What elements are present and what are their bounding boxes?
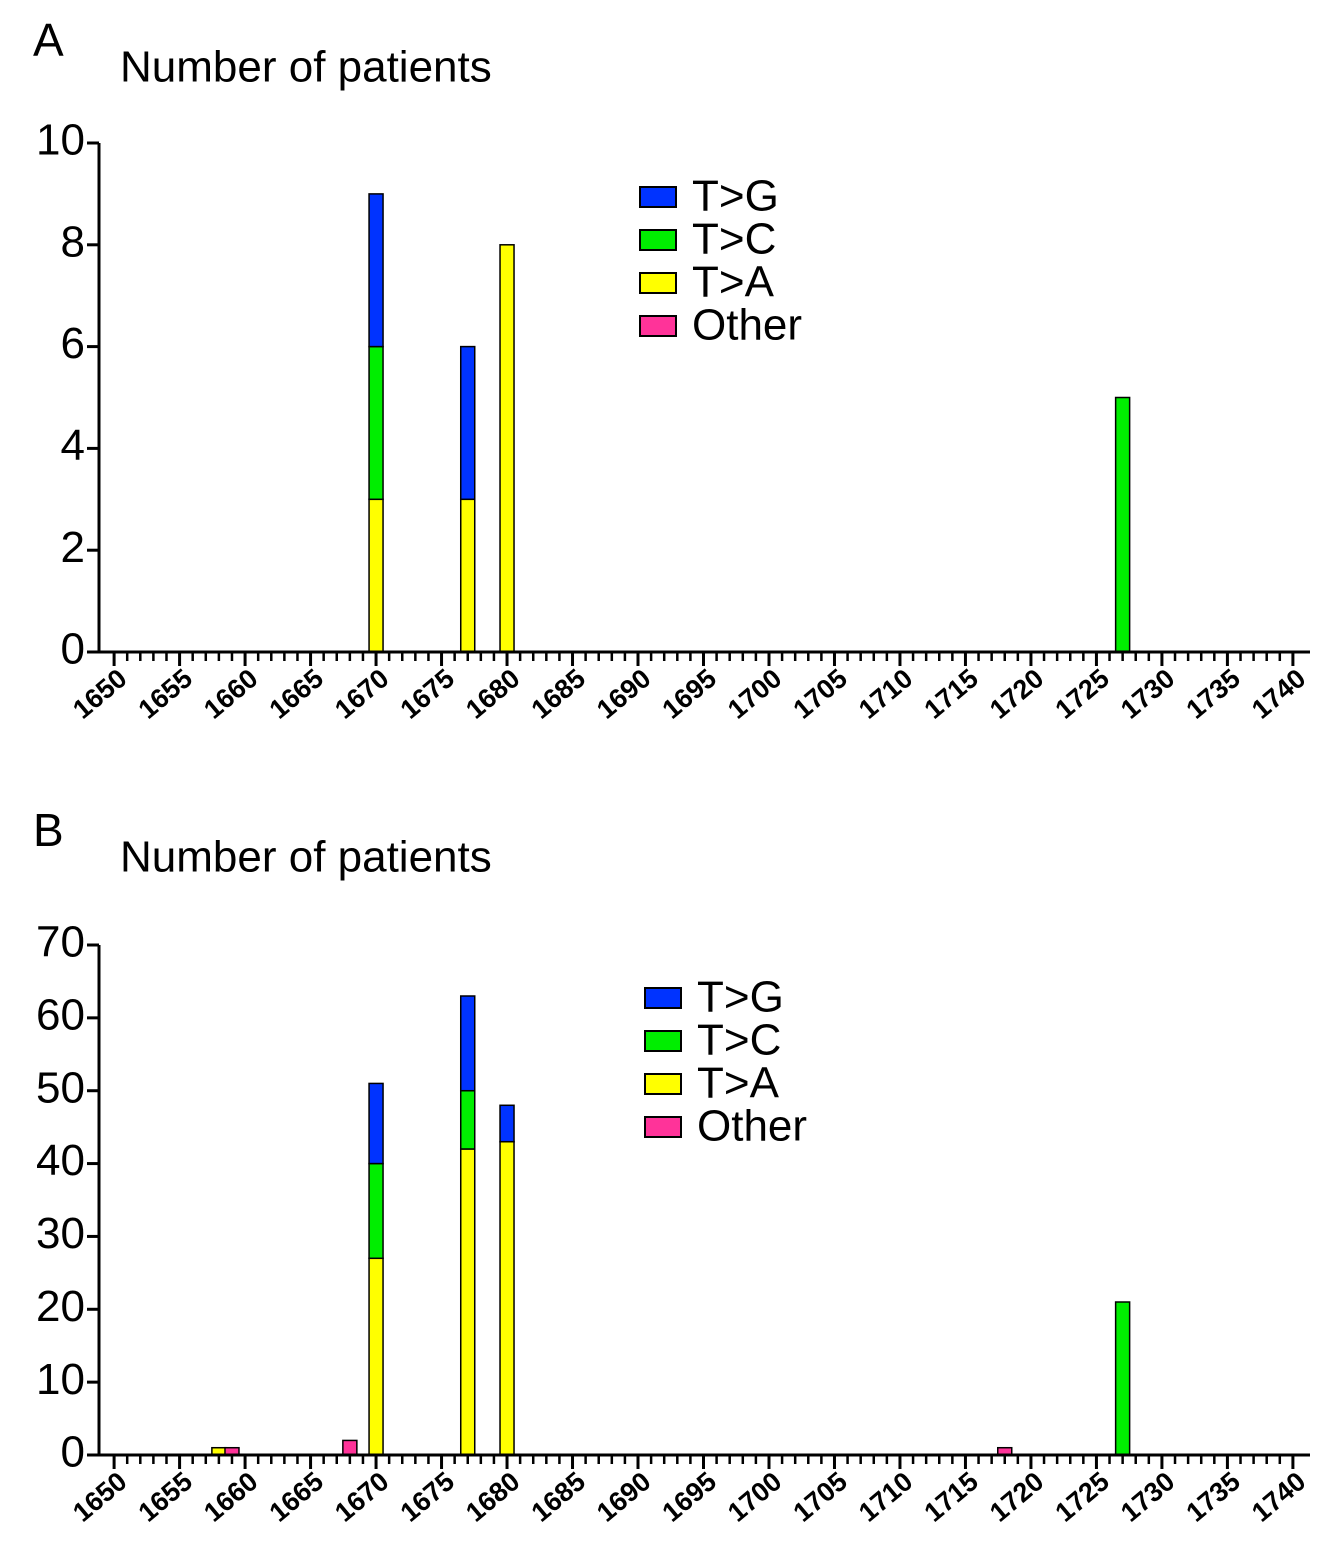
panel-label: B [33,804,64,856]
bar-segment [368,1082,384,1165]
y-tick-label: 30 [36,1209,85,1258]
y-tick-label: 50 [36,1063,85,1112]
x-tick-label: 1730 [1115,1466,1180,1528]
y-tick-label: 8 [61,217,85,266]
bar-segment [459,345,476,501]
legend-label: T>C [692,215,776,264]
legend-label: Other [692,301,802,350]
x-tick-label: 1675 [395,663,460,725]
bar-segment [368,1162,384,1260]
x-tick-label: 1705 [788,663,853,725]
y-tick-label: 70 [36,918,85,967]
x-tick-label: 1655 [133,1466,198,1528]
x-tick-label: 1735 [1181,1466,1246,1528]
bar-segment [499,1104,515,1143]
panel-label: A [33,14,64,66]
legend-swatch [639,186,677,208]
x-tick-label: 1715 [919,663,984,725]
y-tick-label: 20 [36,1282,85,1331]
legend-label: Other [697,1102,807,1151]
x-tick-label: 1690 [591,1466,656,1528]
bar-segment [499,1140,515,1456]
x-tick-label: 1685 [526,1466,591,1528]
y-tick-label: 40 [36,1136,85,1185]
bar-segment [368,498,384,653]
bar-segment [459,1089,476,1150]
y-tick-label: 4 [61,421,85,470]
legend-label: T>A [697,1059,780,1108]
x-tick-label: 1680 [460,1466,525,1528]
x-tick-label: 1740 [1246,1466,1311,1528]
x-tick-label: 1735 [1181,663,1246,725]
x-tick-label: 1660 [198,1466,263,1528]
y-tick-label: 10 [36,116,85,165]
x-tick-label: 1695 [657,1466,722,1528]
x-tick-label: 1725 [1050,663,1115,725]
y-tick-label: 2 [61,523,85,572]
legend-swatch [644,987,682,1009]
x-tick-label: 1715 [919,1466,984,1528]
legend-label: T>C [697,1016,781,1065]
y-tick-label: 0 [61,625,85,674]
x-tick-label: 1725 [1050,1466,1115,1528]
y-tick-label: 10 [36,1355,85,1404]
y-tick-label: 0 [61,1428,85,1477]
x-tick-label: 1720 [984,1466,1049,1528]
x-tick-label: 1700 [722,663,787,725]
x-tick-label: 1705 [788,1466,853,1528]
legend-label: T>G [697,973,784,1022]
bar-segment [1114,396,1131,653]
chart-title: Number of patients [120,833,492,882]
x-tick-label: 1680 [460,663,525,725]
x-tick-label: 1740 [1246,663,1311,725]
x-tick-label: 1710 [853,1466,918,1528]
x-tick-label: 1710 [853,663,918,725]
bar-segment [1114,1301,1131,1456]
legend-label: T>G [692,172,779,221]
bar-segment [459,1148,476,1456]
legend-swatch [644,1116,682,1138]
legend-swatch [644,1030,682,1052]
y-tick-label: 6 [61,319,85,368]
x-tick-label: 1685 [526,663,591,725]
bar-segment [368,1257,384,1456]
x-tick-label: 1730 [1115,663,1180,725]
bar-segment [459,995,476,1092]
legend-swatch [639,229,677,251]
legend-swatch [639,272,677,294]
x-tick-label: 1665 [264,1466,329,1528]
bar-segment [459,498,476,653]
legend-swatch [644,1073,682,1095]
x-tick-label: 1675 [395,1466,460,1528]
bar-segment [499,244,515,653]
x-tick-label: 1695 [657,663,722,725]
x-tick-label: 1670 [329,1466,394,1528]
bar-segment [368,193,384,348]
legend-swatch [639,315,677,337]
x-tick-label: 1665 [264,663,329,725]
bar-segment [342,1439,358,1456]
chart-title: Number of patients [120,43,492,92]
x-tick-label: 1670 [329,663,394,725]
x-tick-label: 1700 [722,1466,787,1528]
x-tick-label: 1655 [133,663,198,725]
legend-label: T>A [692,258,775,307]
bar-segment [368,345,384,501]
x-tick-label: 1720 [984,663,1049,725]
y-tick-label: 60 [36,990,85,1039]
x-tick-label: 1660 [198,663,263,725]
x-tick-label: 1690 [591,663,656,725]
